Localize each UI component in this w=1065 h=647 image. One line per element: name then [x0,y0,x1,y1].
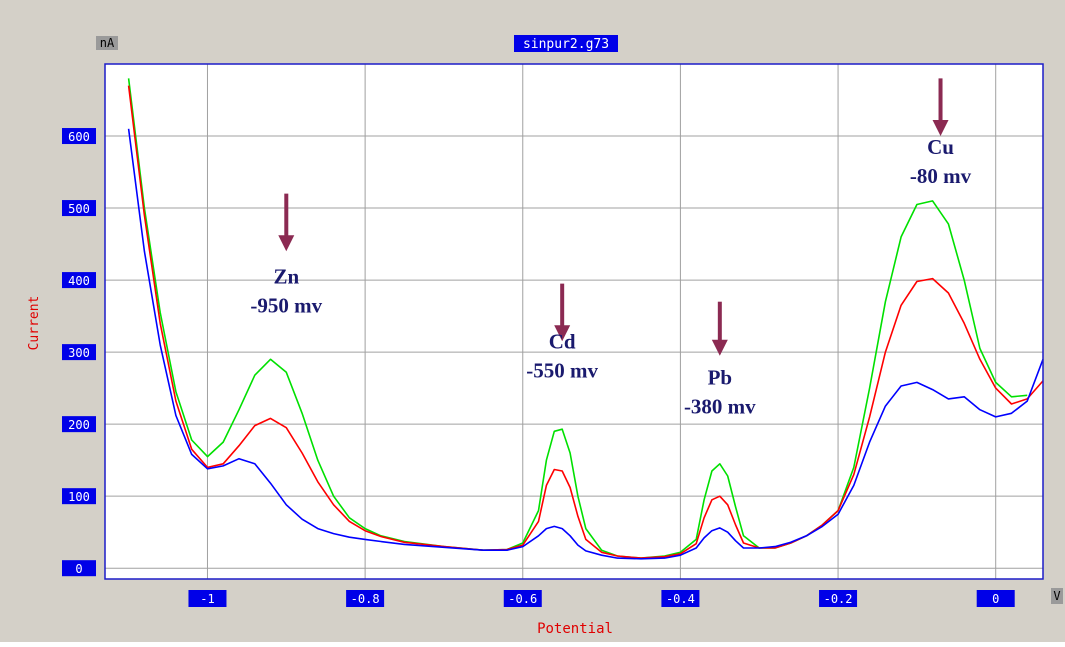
y-tick-badge [62,488,96,505]
x-tick-label: -0.4 [666,592,695,606]
series-line-2 [127,128,1044,560]
y-tick-label: 100 [68,490,90,504]
series-line-1 [127,85,1044,559]
peak-element-label: Cu [927,135,954,159]
y-tick-badge [62,200,96,217]
x-tick-label: -0.8 [351,592,380,606]
y-tick-badge [62,344,96,361]
arrow-head [711,339,728,356]
x-tick-label: -0.2 [824,592,853,606]
y-tick-label: 300 [68,346,90,360]
peak-element-label: Zn [273,265,299,289]
series-group [127,78,1044,560]
x-tick-label: 0 [992,592,999,606]
plot-border [104,63,1044,580]
x-tick-badge [976,590,1015,607]
y-tick-labels: 0 100 200 300 400 500 600 [62,128,96,577]
y-tick-label: 400 [68,274,90,288]
x-axis-title: Potential [537,621,613,637]
grid-lines [105,64,1043,579]
peak-element-label: Pb [708,366,733,390]
y-unit-badge [96,36,118,50]
arrow-head [932,120,949,137]
x-tick-label: -0.6 [508,592,537,606]
x-tick-badge [819,590,858,607]
y-tick-badge [62,416,96,433]
peak-potential-label: -380 mv [684,394,756,418]
plot-area [105,64,1043,579]
peak-potential-label: -80 mv [910,164,972,188]
y-tick-label: 500 [68,202,90,216]
y-tick-label: 0 [75,562,82,576]
y-tick-label: 600 [68,130,90,144]
x-tick-badge [661,590,700,607]
x-tick-labels: -1 -0.8 -0.6 -0.4 -0.2 0 [188,590,1015,607]
x-unit-label: V [1053,589,1060,603]
arrow-head [554,325,571,342]
peak-element-label: Cd [549,330,576,354]
peak-potential-label: -950 mv [250,293,322,317]
arrow-head [278,235,295,252]
chart-title: sinpur2.g73 [523,37,609,52]
x-tick-label: -1 [200,592,214,606]
y-unit-label: nA [100,36,115,50]
y-tick-badge [62,128,96,145]
y-tick-badge [62,560,96,577]
x-tick-badge [188,590,227,607]
peak-annotations: Zn -950 mv Cd -550 mv Pb -380 mv Cu -80 mv [250,78,972,418]
chart-title-badge [514,35,618,52]
series-line-0 [127,78,1028,559]
y-tick-label: 200 [68,418,90,432]
x-unit-badge [1051,588,1063,604]
x-tick-badge [346,590,385,607]
y-tick-badge [62,272,96,289]
x-tick-badge [503,590,542,607]
y-axis-title: Current [27,296,42,351]
peak-potential-label: -550 mv [526,358,598,382]
